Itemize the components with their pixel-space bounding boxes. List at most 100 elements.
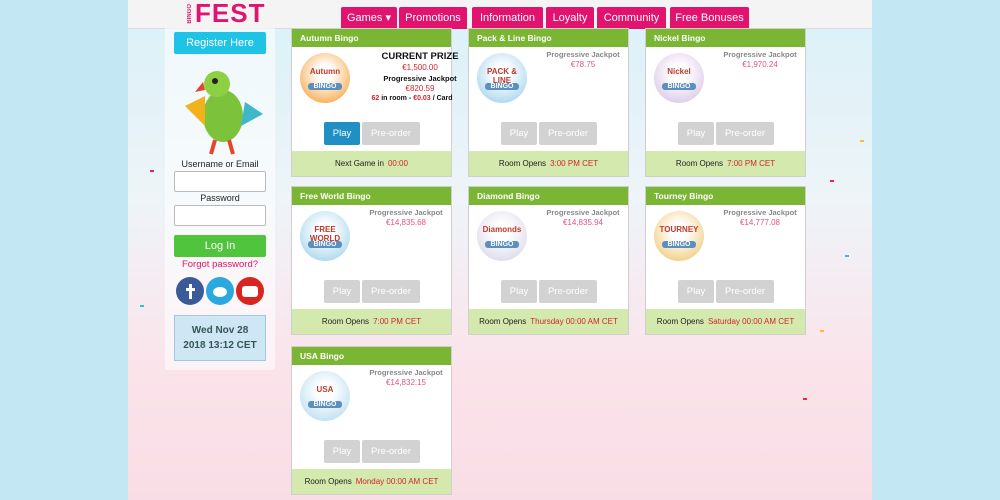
- logo-bingo: BINGO: [662, 83, 696, 90]
- logo-title: Autumn: [309, 67, 341, 76]
- password-input[interactable]: [174, 205, 266, 226]
- jackpot: €14,835.68: [385, 218, 427, 227]
- logo-bingo: BINGO: [485, 241, 519, 248]
- jackpot: €14,835.94: [562, 218, 604, 227]
- logo-small[interactable]: BINGO: [187, 4, 193, 24]
- card-footer: Room Opens Monday 00:00 AM CET: [292, 469, 451, 494]
- play-button: Play: [501, 280, 537, 303]
- card-footer: Room Opens 3:00 PM CET: [469, 151, 628, 176]
- logo-title: USA: [316, 385, 334, 394]
- play-button: Play: [501, 122, 537, 145]
- card-title: USA Bingo: [292, 347, 451, 365]
- card-title: Autumn Bingo: [292, 29, 451, 47]
- prize-label: CURRENT PRIZE: [381, 51, 459, 62]
- footer-value: 7:00 PM CET: [373, 317, 422, 326]
- game-card: Diamond Bingo Diamonds BINGO Progressive Ja…: [468, 186, 629, 335]
- price-unit: / Card: [432, 95, 453, 102]
- preorder-button: Pre-order: [539, 122, 597, 145]
- game-card: Tourney Bingo TOURNEY BINGO Progressive Jac…: [645, 186, 806, 335]
- logo-title: FREE WORLD: [309, 225, 341, 243]
- game-logo: TOURNEY BINGO: [654, 211, 704, 261]
- game-card: USA Bingo USA BINGO Progressive Jackpot €14,…: [291, 346, 452, 495]
- nav-item[interactable]: Information: [472, 7, 543, 29]
- confetti: [820, 330, 824, 332]
- jackpot-label: Progressive Jackpot: [369, 368, 443, 377]
- confetti: [830, 180, 834, 182]
- game-logo: Autumn BINGO: [300, 53, 350, 103]
- logo-title: PACK & LINE: [486, 67, 518, 85]
- parrot-image: [185, 71, 263, 155]
- play-button: Play: [324, 280, 360, 303]
- play-button: Play: [678, 122, 714, 145]
- footer-label: Room Opens: [675, 159, 724, 168]
- footer-label: Room Opens: [321, 317, 370, 326]
- time-line: 2018 13:12 CET: [183, 340, 257, 351]
- room-info: 62 in room - €0.03/ Card: [362, 95, 462, 102]
- card-title: Diamond Bingo: [469, 187, 628, 205]
- confetti: [860, 140, 864, 142]
- footer-value: 00:00: [387, 159, 408, 168]
- username-input[interactable]: [174, 171, 266, 192]
- logo-title: Diamonds: [482, 225, 522, 234]
- logo-bingo: BINGO: [308, 241, 342, 248]
- register-button[interactable]: Register Here: [174, 32, 266, 54]
- card-footer: Room Opens Saturday 00:00 AM CET: [646, 309, 805, 334]
- jackpot-label: Progressive Jackpot: [369, 208, 443, 217]
- username-label: Username or Email: [181, 159, 259, 169]
- preorder-button: Pre-order: [716, 280, 774, 303]
- confetti: [150, 170, 154, 172]
- play-button[interactable]: Play: [324, 122, 360, 145]
- jackpot: €1,970.24: [742, 60, 778, 69]
- jackpot: €78.75: [570, 60, 596, 69]
- confetti: [803, 398, 807, 400]
- footer-value: Thursday 00:00 AM CET: [530, 317, 618, 326]
- nav-item[interactable]: Loyalty: [546, 7, 594, 29]
- footer-value: 3:00 PM CET: [550, 159, 599, 168]
- login-button[interactable]: Log In: [174, 235, 266, 257]
- play-button: Play: [324, 440, 360, 463]
- nav-item[interactable]: Community: [597, 7, 666, 29]
- card-title: Nickel Bingo: [646, 29, 805, 47]
- preorder-button: Pre-order: [362, 280, 420, 303]
- forgot-password-link[interactable]: Forgot password?: [181, 259, 259, 270]
- footer-label: Room Opens: [479, 317, 527, 326]
- in-room-count: 62: [371, 95, 380, 102]
- preorder-button: Pre-order: [539, 280, 597, 303]
- logo-bingo: BINGO: [485, 83, 519, 90]
- game-card: Autumn Bingo Autumn BINGO CURRENT PRIZE €1,5…: [291, 28, 459, 177]
- confetti: [845, 255, 849, 257]
- footer-label: Room Opens: [498, 159, 547, 168]
- card-footer: Room Opens 7:00 PM CET: [292, 309, 451, 334]
- nav-item[interactable]: Promotions: [399, 7, 467, 29]
- footer-value: Saturday 00:00 AM CET: [707, 317, 795, 326]
- card-footer: Room Opens 7:00 PM CET: [646, 151, 805, 176]
- logo-title: TOURNEY: [659, 225, 699, 234]
- preorder-button: Pre-order: [716, 122, 774, 145]
- game-logo: PACK & LINE BINGO: [477, 53, 527, 103]
- preorder-button: Pre-order: [362, 122, 420, 145]
- game-card: Free World Bingo FREE WORLD BINGO Progressi…: [291, 186, 452, 335]
- game-card: Nickel Bingo Nickel BINGO Progressive Jackp…: [645, 28, 806, 177]
- password-label: Password: [200, 193, 240, 203]
- footer-label: Next Game in: [335, 159, 384, 168]
- game-logo: USA BINGO: [300, 371, 350, 421]
- footer-value: Monday 00:00 AM CET: [355, 477, 439, 486]
- logo-bingo: BINGO: [308, 83, 342, 90]
- jackpot: €14,832.15: [385, 378, 427, 387]
- jackpot-label: Progressive Jackpot: [383, 74, 457, 83]
- card-title: Free World Bingo: [292, 187, 451, 205]
- footer-label: Room Opens: [656, 317, 704, 326]
- date-line: Wed Nov 28: [191, 325, 249, 336]
- jackpot-label: Progressive Jackpot: [723, 208, 797, 217]
- game-card: Pack & Line Bingo PACK & LINE BINGO Progres…: [468, 28, 629, 177]
- nav-item[interactable]: Free Bonuses: [670, 7, 749, 29]
- logo-bingo: BINGO: [308, 401, 342, 408]
- jackpot-label: Progressive Jackpot: [723, 50, 797, 59]
- preorder-button: Pre-order: [362, 440, 420, 463]
- confetti: [140, 305, 144, 307]
- logo-title: Nickel: [667, 67, 691, 76]
- nav-item[interactable]: Games ▾: [341, 7, 397, 29]
- logo[interactable]: FEST: [195, 0, 266, 28]
- social-icons: [176, 277, 264, 305]
